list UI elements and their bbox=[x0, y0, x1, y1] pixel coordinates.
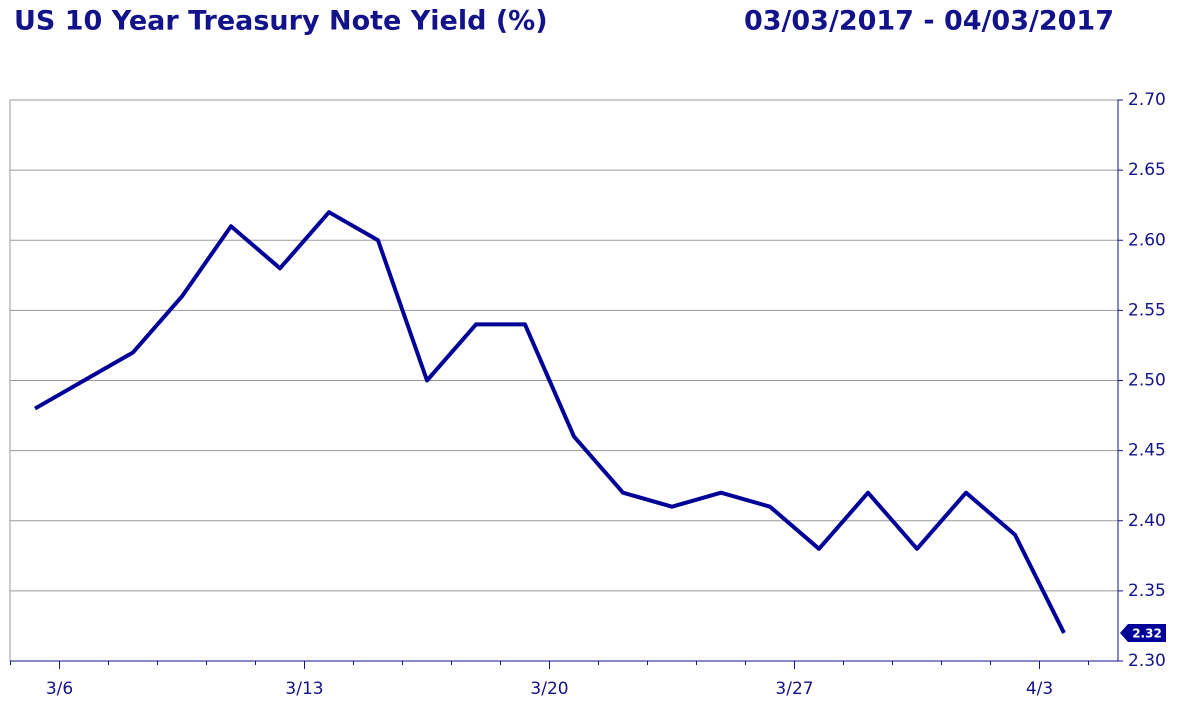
chart-title: US 10 Year Treasury Note Yield (%) bbox=[14, 6, 548, 37]
x-tick-label: 3/6 bbox=[46, 679, 73, 699]
last-value-label: 2.32 bbox=[1132, 626, 1162, 640]
x-tick-label: 4/3 bbox=[1026, 679, 1053, 699]
line-series bbox=[34, 210, 1066, 634]
x-tick-label: 3/27 bbox=[775, 679, 813, 699]
chart-subtitle: 03/03/2017 - 04/03/2017 bbox=[744, 6, 1114, 37]
last-value-flag bbox=[1120, 623, 1166, 642]
y-tick-label: 2.30 bbox=[1128, 651, 1166, 671]
y-tick-label: 2.45 bbox=[1128, 441, 1166, 461]
y-tick-label: 2.35 bbox=[1128, 581, 1166, 601]
y-tick-label: 2.70 bbox=[1128, 90, 1166, 110]
x-tick-label: 3/20 bbox=[530, 679, 568, 699]
y-tick-label: 2.65 bbox=[1128, 160, 1166, 180]
y-tick-label: 2.50 bbox=[1128, 371, 1166, 391]
y-tick-label: 2.55 bbox=[1128, 300, 1166, 320]
x-tick-label: 3/13 bbox=[285, 679, 323, 699]
y-tick-label: 2.40 bbox=[1128, 511, 1166, 531]
y-tick-label: 2.60 bbox=[1128, 230, 1166, 250]
